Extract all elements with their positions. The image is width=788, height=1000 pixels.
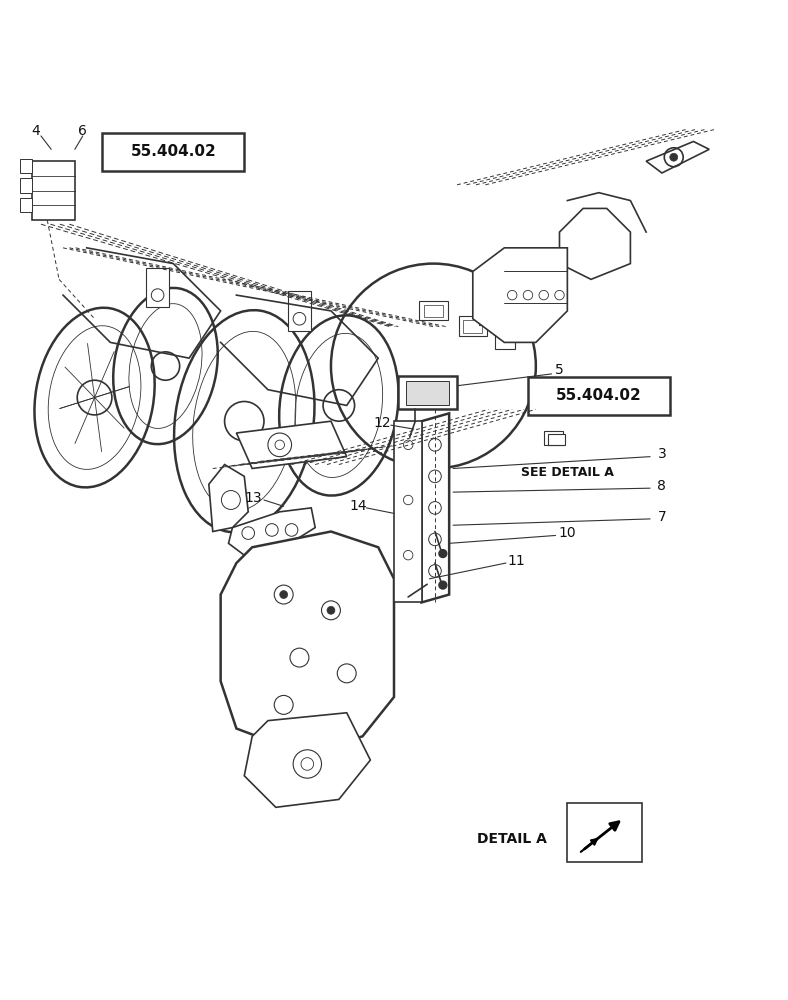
Bar [544,431,563,445]
Circle shape [670,153,678,161]
FancyBboxPatch shape [102,133,244,171]
Bar [479,297,499,325]
Text: DETAIL A: DETAIL A [478,832,547,846]
Polygon shape [229,508,315,555]
Text: 14: 14 [350,499,367,513]
Bar [495,320,515,349]
Polygon shape [422,413,449,602]
Circle shape [439,581,447,589]
Bar [20,198,32,212]
Text: SEE DETAIL A: SEE DETAIL A [521,466,614,479]
Bar [406,381,449,405]
Circle shape [327,606,335,614]
Polygon shape [559,208,630,279]
Polygon shape [32,161,75,220]
Bar [567,803,642,862]
Bar [419,301,448,320]
Bar [20,178,32,193]
Text: 5: 5 [555,363,564,377]
Bar [424,305,443,317]
Polygon shape [646,141,709,173]
Text: 4: 4 [31,124,40,138]
Text: 6: 6 [78,124,87,138]
Text: 3: 3 [657,447,667,461]
Polygon shape [244,713,370,807]
FancyBboxPatch shape [528,377,670,415]
Polygon shape [473,248,567,342]
Bar [20,159,32,173]
Bar [146,268,169,307]
Bar [548,434,565,445]
Text: 55.404.02: 55.404.02 [556,388,641,403]
Bar [463,320,482,333]
Polygon shape [394,421,422,602]
Text: 13: 13 [245,491,262,505]
Text: 7: 7 [657,510,667,524]
Text: 11: 11 [507,554,525,568]
Bar [398,376,457,409]
Polygon shape [236,421,347,468]
Circle shape [439,550,447,558]
Polygon shape [221,532,394,752]
Text: 8: 8 [657,479,667,493]
Text: 12: 12 [374,416,391,430]
Bar [288,291,311,331]
Text: 10: 10 [559,526,576,540]
Polygon shape [209,465,248,532]
Text: 55.404.02: 55.404.02 [131,144,216,159]
Bar [459,316,487,336]
Circle shape [280,591,288,598]
